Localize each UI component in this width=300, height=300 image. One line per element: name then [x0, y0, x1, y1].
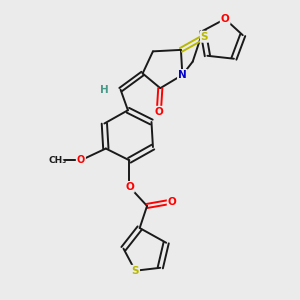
Text: O: O — [125, 182, 134, 192]
Text: N: N — [178, 70, 187, 80]
Text: O: O — [221, 14, 230, 24]
Text: S: S — [201, 32, 208, 42]
Text: N: N — [178, 70, 187, 80]
Text: O: O — [77, 155, 85, 165]
Text: O: O — [168, 196, 176, 206]
Text: O: O — [77, 155, 85, 165]
Text: O: O — [154, 107, 163, 117]
Text: CH₃: CH₃ — [48, 156, 66, 165]
Text: H: H — [100, 85, 109, 94]
Text: S: S — [131, 266, 139, 276]
Text: O: O — [154, 107, 163, 117]
Text: O: O — [125, 182, 134, 192]
Text: H: H — [100, 85, 109, 94]
Text: S: S — [201, 32, 208, 42]
Text: O: O — [168, 196, 176, 206]
Text: O: O — [221, 14, 230, 24]
Text: S: S — [131, 266, 139, 276]
